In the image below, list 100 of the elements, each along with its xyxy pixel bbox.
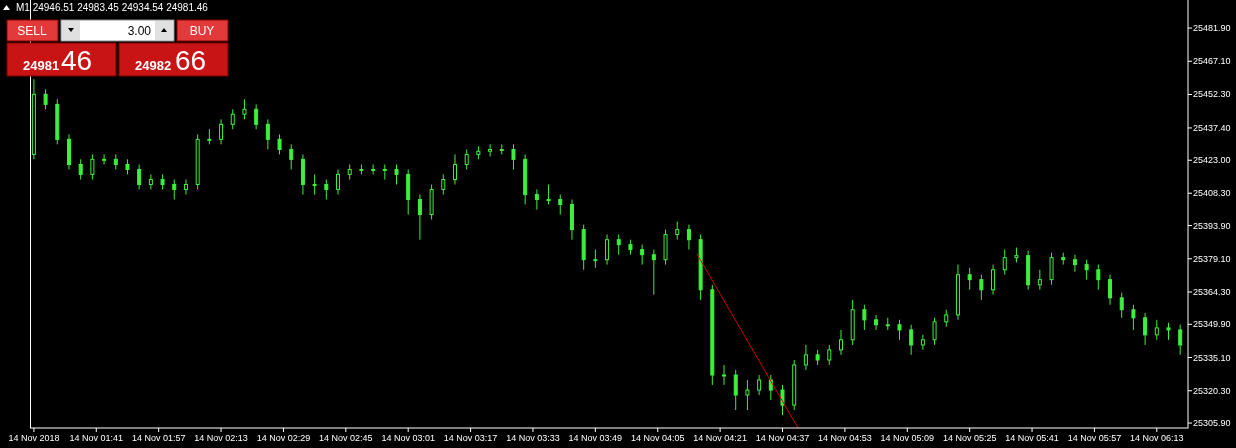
candlestick [371, 164, 376, 175]
x-tick-label: 14 Nov 05:25 [942, 433, 997, 443]
candlestick [394, 164, 399, 185]
y-tick-label: 25364.30 [1193, 286, 1231, 297]
candlestick [242, 98, 247, 120]
annotation: 24981 [23, 58, 60, 73]
candlestick [1096, 264, 1101, 291]
candlestick [803, 344, 808, 371]
candlestick [183, 179, 188, 196]
candlestick [593, 249, 598, 269]
candlestick [733, 369, 738, 411]
candlestick [1037, 269, 1042, 291]
x-tick-label: 14 Nov 03:33 [506, 433, 560, 443]
candlestick [686, 224, 691, 251]
candlestick [172, 179, 177, 201]
candlestick [897, 319, 902, 341]
candlestick [148, 173, 153, 190]
candlestick [874, 314, 879, 331]
x-tick-label: 14 Nov 04:37 [755, 433, 810, 443]
candlestick [1154, 319, 1159, 341]
candlestick [417, 194, 422, 241]
x-tick-label: 14 Nov 02:29 [256, 433, 311, 443]
candlestick [757, 374, 762, 396]
y-tick-label: 25452.30 [1193, 89, 1231, 100]
candlestick [768, 374, 773, 401]
candlestick [265, 118, 270, 150]
y-tick-label: 25320.30 [1193, 385, 1231, 396]
y-tick-label: 25349.90 [1193, 319, 1231, 330]
candlestick [991, 264, 996, 296]
candlestick [909, 324, 914, 356]
candlestick [546, 183, 551, 205]
y-tick-label: 25335.10 [1193, 352, 1231, 363]
y-tick-label: 25408.30 [1193, 188, 1231, 199]
candlestick [1108, 274, 1113, 306]
candlestick [932, 317, 937, 346]
candlestick [979, 274, 984, 301]
candlestick [43, 88, 48, 110]
x-tick-label: 14 Nov 04:05 [630, 433, 685, 443]
annotation: SELL [17, 24, 47, 38]
candlestick [464, 148, 469, 170]
candlestick [312, 173, 317, 196]
annotation: BUY [189, 24, 215, 38]
y-tick-label: 25423.00 [1193, 155, 1231, 166]
candlestick [558, 194, 563, 216]
candlestick [1143, 312, 1148, 346]
candlestick [452, 153, 457, 185]
x-tick-label: 14 Nov 06:13 [1130, 433, 1184, 443]
candlestick [920, 334, 925, 351]
candlestick [862, 304, 867, 331]
candlestick [722, 364, 727, 386]
x-tick-label: 14 Nov 02:13 [194, 433, 248, 443]
y-tick-label: 25467.10 [1193, 56, 1231, 67]
candlestick [1178, 324, 1183, 356]
y-tick-label: 25481.90 [1193, 23, 1231, 34]
x-tick-label: 14 Nov 03:49 [568, 433, 623, 443]
chart-title: M1 24946.51 24983.45 24934.54 24981.46 [16, 2, 209, 13]
annotation: 66 [175, 45, 207, 76]
candlestick [488, 143, 493, 157]
x-tick-label: 14 Nov 01:57 [131, 433, 186, 443]
candlestick [827, 344, 832, 366]
candlestick [651, 249, 656, 296]
candlestick [1131, 304, 1136, 331]
x-tick-label: 14 Nov 05:41 [1005, 433, 1059, 443]
x-tick-label: 14 Nov 03:01 [381, 433, 435, 443]
candlestick [289, 143, 294, 170]
y-tick-label: 25393.90 [1193, 220, 1231, 231]
annotation: 46 [61, 45, 93, 76]
candlestick [90, 153, 95, 181]
candlestick [605, 234, 610, 266]
candlestick [219, 118, 224, 145]
x-tick-label: 14 Nov 01:41 [69, 433, 124, 443]
candlestick [102, 153, 107, 166]
y-tick-label: 25305.90 [1193, 418, 1231, 429]
candlestick [441, 173, 446, 196]
candlestick [675, 221, 680, 241]
candlestick [277, 133, 282, 155]
candlestick [1002, 249, 1007, 276]
candlestick [745, 379, 750, 411]
candlestick [324, 179, 329, 201]
x-tick-label: 14 Nov 02:45 [319, 433, 373, 443]
x-tick-label: 14 Nov 2018 [8, 433, 60, 443]
candlestick [967, 267, 972, 291]
candlestick [1049, 252, 1054, 286]
y-tick-label: 25379.10 [1193, 253, 1231, 264]
candlestick [254, 103, 259, 130]
candlestick [336, 168, 341, 196]
candlestick [230, 108, 235, 130]
candlestick [616, 234, 621, 256]
x-tick-label: 14 Nov 04:53 [818, 433, 872, 443]
candlestick [1119, 292, 1124, 319]
candlestick [1084, 259, 1089, 281]
candlestick [838, 329, 843, 356]
candlestick [1072, 254, 1077, 273]
x-tick-label: 14 Nov 05:57 [1067, 433, 1122, 443]
candlestick [78, 158, 83, 181]
annotation: 24982 [135, 58, 172, 73]
candlestick [534, 188, 539, 211]
candlestick [137, 164, 142, 190]
x-tick-label: 14 Nov 04:21 [693, 433, 747, 443]
candlestick [511, 143, 516, 170]
